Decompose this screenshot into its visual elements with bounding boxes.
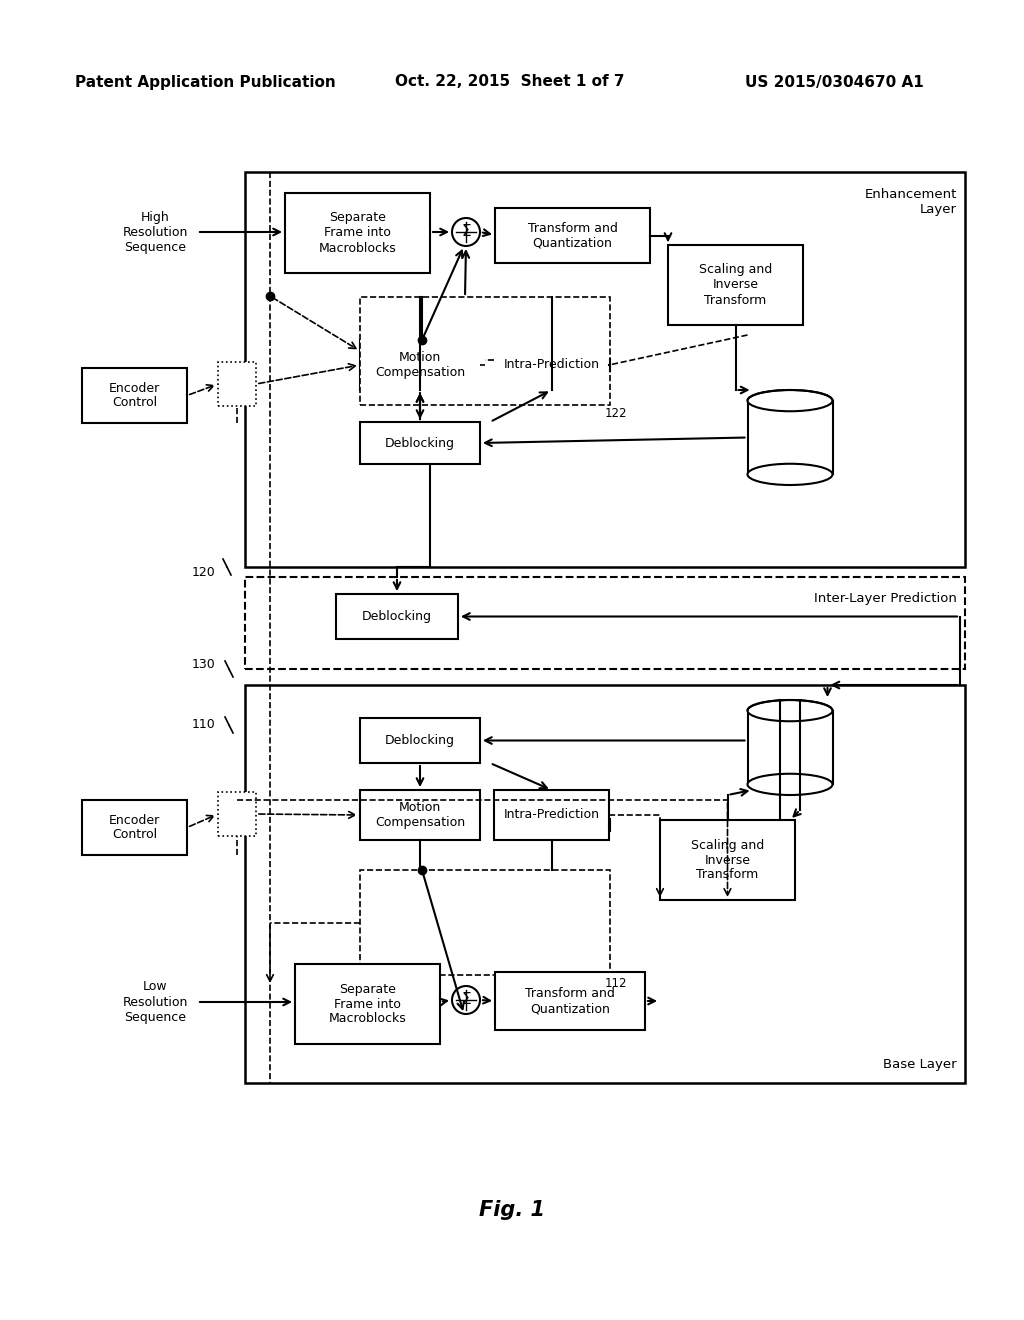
Text: 120: 120 [191, 565, 215, 578]
Text: Transform and
Quantization: Transform and Quantization [527, 222, 617, 249]
Bar [285, 193, 430, 273]
Text: Motion
Compensation: Motion Compensation [375, 351, 465, 379]
Text: 112: 112 [605, 977, 628, 990]
Text: High
Resolution
Sequence: High Resolution Sequence [122, 210, 187, 253]
Text: Σ: Σ [461, 224, 471, 239]
Bar [494, 341, 609, 389]
Text: Oct. 22, 2015  Sheet 1 of 7: Oct. 22, 2015 Sheet 1 of 7 [395, 74, 625, 90]
Bar [360, 718, 480, 763]
Bar [668, 246, 803, 325]
Text: Deblocking: Deblocking [362, 610, 432, 623]
Text: Deblocking: Deblocking [385, 734, 455, 747]
Bar [360, 297, 610, 405]
Bar [218, 792, 256, 836]
Bar [660, 820, 795, 900]
Bar [360, 422, 480, 465]
Text: Intra-Prediction: Intra-Prediction [504, 808, 599, 821]
Bar [336, 594, 458, 639]
Bar [245, 685, 965, 1082]
Text: Patent Application Publication: Patent Application Publication [75, 74, 336, 90]
Bar [360, 341, 480, 389]
Text: Transform and
Quantization: Transform and Quantization [525, 987, 615, 1015]
Ellipse shape [748, 774, 833, 795]
Bar [218, 362, 256, 407]
Bar [494, 789, 609, 840]
Text: Encoder
Control: Encoder Control [109, 381, 160, 409]
Text: Fig. 1: Fig. 1 [479, 1200, 545, 1220]
Text: Scaling and
Inverse
Transform: Scaling and Inverse Transform [698, 264, 772, 306]
Text: Low
Resolution
Sequence: Low Resolution Sequence [122, 981, 187, 1023]
Text: Separate
Frame into
Macroblocks: Separate Frame into Macroblocks [329, 982, 407, 1026]
Text: US 2015/0304670 A1: US 2015/0304670 A1 [745, 74, 924, 90]
Ellipse shape [748, 463, 833, 484]
Text: Scaling and
Inverse
Transform: Scaling and Inverse Transform [691, 838, 764, 882]
Bar [82, 368, 187, 422]
Ellipse shape [748, 389, 833, 412]
Bar [82, 800, 187, 855]
Ellipse shape [748, 700, 833, 721]
Text: Σ: Σ [461, 993, 471, 1007]
Text: Base Layer: Base Layer [884, 1059, 957, 1071]
Bar [495, 209, 650, 263]
Text: 122: 122 [605, 407, 628, 420]
Text: Deblocking: Deblocking [385, 437, 455, 450]
Text: Enhancement
Layer: Enhancement Layer [864, 187, 957, 216]
Bar [245, 577, 965, 669]
Bar [295, 964, 440, 1044]
Bar [495, 972, 645, 1030]
Text: Encoder
Control: Encoder Control [109, 813, 160, 842]
Text: Separate
Frame into
Macroblocks: Separate Frame into Macroblocks [318, 211, 396, 255]
Text: 110: 110 [191, 718, 215, 731]
Text: Motion
Compensation: Motion Compensation [375, 801, 465, 829]
Text: Intra-Prediction: Intra-Prediction [504, 359, 599, 371]
Bar [245, 172, 965, 568]
Bar [360, 789, 480, 840]
Text: Inter-Layer Prediction: Inter-Layer Prediction [814, 591, 957, 605]
Text: 130: 130 [191, 657, 215, 671]
Bar [360, 870, 610, 975]
